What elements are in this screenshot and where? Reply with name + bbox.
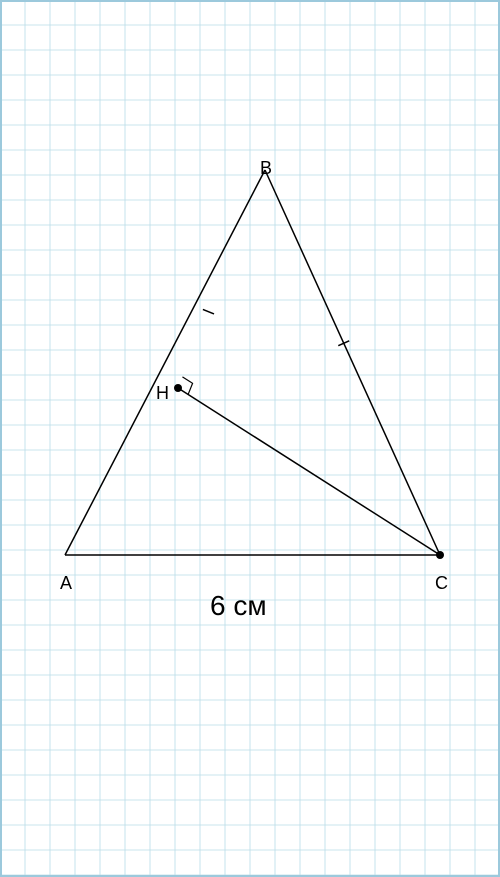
measurement-AC: 6 см — [210, 590, 267, 622]
label-H: H — [156, 383, 169, 404]
label-C: C — [435, 573, 448, 594]
label-A: A — [60, 573, 72, 594]
diagram-canvas: A B C H 6 см — [0, 0, 500, 877]
geometry-svg — [0, 0, 500, 877]
label-B: B — [260, 158, 272, 179]
